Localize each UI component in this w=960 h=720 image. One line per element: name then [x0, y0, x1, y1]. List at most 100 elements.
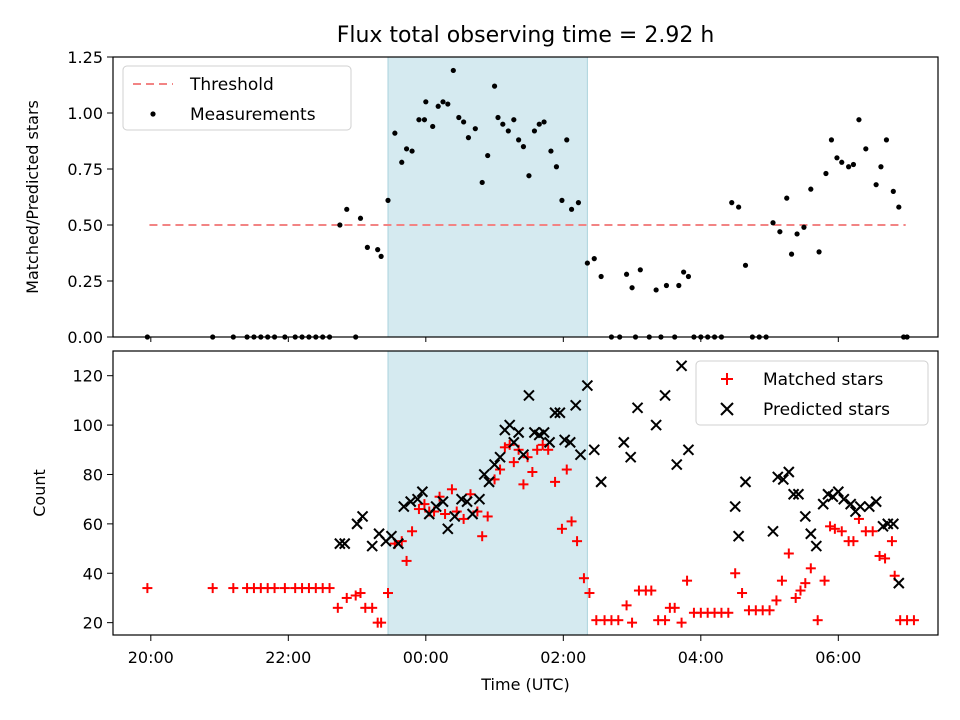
measurement-point	[430, 123, 436, 130]
measurement-point	[770, 220, 776, 226]
predicted-star-point	[739, 476, 752, 488]
measurement-point	[681, 269, 687, 275]
predicted-star-point	[488, 458, 501, 471]
predicted-star-point	[356, 510, 369, 523]
measurement-point	[823, 170, 829, 177]
predicted-star-point	[543, 436, 556, 449]
predicted-star-point	[448, 510, 461, 523]
matched-star-point	[440, 508, 451, 519]
measurement-point	[828, 137, 835, 143]
measurement-point	[337, 222, 343, 228]
measurement-point	[575, 200, 582, 206]
measurement-point	[399, 159, 405, 165]
measurement-point	[777, 229, 783, 235]
measurement-point	[516, 137, 522, 143]
matched-star-point	[269, 583, 280, 594]
measurement-point	[676, 282, 682, 289]
measurement-point	[896, 204, 902, 210]
matched-star-point	[812, 615, 823, 626]
matched-star-point	[522, 452, 533, 463]
matched-star-point	[561, 464, 572, 475]
matched-star-point	[627, 617, 638, 628]
highlight-region	[387, 56, 588, 338]
matched-star-point	[737, 588, 748, 599]
predicted-star-point	[351, 518, 363, 530]
matched-star-point	[446, 484, 457, 495]
matched-star-point	[646, 585, 657, 596]
matched-star-point	[477, 531, 488, 542]
top-y-tick-label: 0.00	[67, 328, 103, 347]
predicted-star-point	[437, 495, 449, 508]
matched-star-point	[566, 516, 577, 527]
matched-star-point	[350, 590, 361, 601]
measurement-point	[591, 256, 597, 262]
x-tick-label: 02:00	[540, 648, 586, 667]
matched-star-point	[764, 605, 775, 616]
bottom-y-axis-label: Count	[30, 469, 49, 517]
matched-star-point	[825, 521, 836, 532]
matched-star-point	[836, 526, 847, 537]
matched-star-point	[543, 444, 554, 455]
matched-star-point	[783, 548, 794, 559]
top-plot-frame	[112, 56, 939, 338]
measurement-point	[491, 83, 498, 89]
predicted-star-point	[631, 402, 644, 414]
measurement-point	[846, 164, 852, 170]
x-tick-label: 22:00	[265, 648, 311, 667]
measurement-point	[416, 117, 422, 123]
predicted-star-point	[404, 495, 417, 508]
measurement-point	[637, 267, 643, 273]
measurement-point	[878, 164, 884, 170]
matched-star-point	[407, 526, 418, 537]
predicted-star-point	[838, 493, 850, 505]
predicted-star-point	[650, 419, 662, 431]
measurement-point	[629, 285, 635, 291]
measurement-point	[472, 126, 478, 132]
matched-star-point	[676, 617, 687, 628]
measurement-point	[742, 262, 749, 268]
measurement-point	[511, 117, 517, 123]
measurement-point	[839, 159, 845, 165]
measurement-point	[495, 114, 501, 121]
predicted-star-point	[564, 436, 576, 449]
predicted-star-point	[398, 500, 410, 513]
matched-star-point	[874, 550, 885, 561]
top-y-tick-label: 1.00	[67, 104, 103, 123]
matched-star-point	[532, 444, 543, 455]
measurement-point	[548, 148, 554, 154]
predicted-star-point	[569, 399, 582, 412]
measurement-point	[559, 197, 565, 203]
bottom-y-tick-label: 100	[72, 416, 103, 435]
predicted-star-point	[538, 426, 550, 439]
predicted-star-point	[854, 500, 867, 513]
predicted-star-point	[767, 525, 779, 537]
predicted-star-point	[887, 518, 900, 530]
predicted-star-point	[554, 407, 566, 419]
measurement-point	[375, 247, 381, 253]
predicted-star-point	[863, 500, 875, 513]
matched-star-point	[572, 536, 583, 547]
measurement-point	[788, 251, 795, 257]
measurement-point	[729, 200, 735, 206]
matched-star-point	[790, 592, 801, 603]
matched-star-point	[848, 536, 859, 547]
matched-star-point	[458, 513, 469, 524]
bottom-y-tick-label: 40	[83, 564, 103, 583]
matched-star-point	[682, 575, 693, 586]
measurement-point	[479, 179, 485, 186]
measurement-point	[392, 130, 398, 136]
measurement-point	[850, 161, 857, 168]
predicted-star-point	[466, 508, 479, 520]
matched-star-point	[880, 553, 891, 564]
predicted-star-point	[893, 577, 905, 589]
measurement-point	[856, 117, 862, 123]
matched-star-point	[819, 575, 830, 586]
measurement-point	[863, 146, 869, 152]
predicted-star-point	[810, 540, 823, 552]
measurement-point	[685, 273, 692, 280]
matched-star-point	[886, 536, 897, 547]
measurement-point	[409, 148, 415, 154]
predicted-star-point	[624, 451, 637, 463]
predicted-star-point	[574, 449, 587, 461]
